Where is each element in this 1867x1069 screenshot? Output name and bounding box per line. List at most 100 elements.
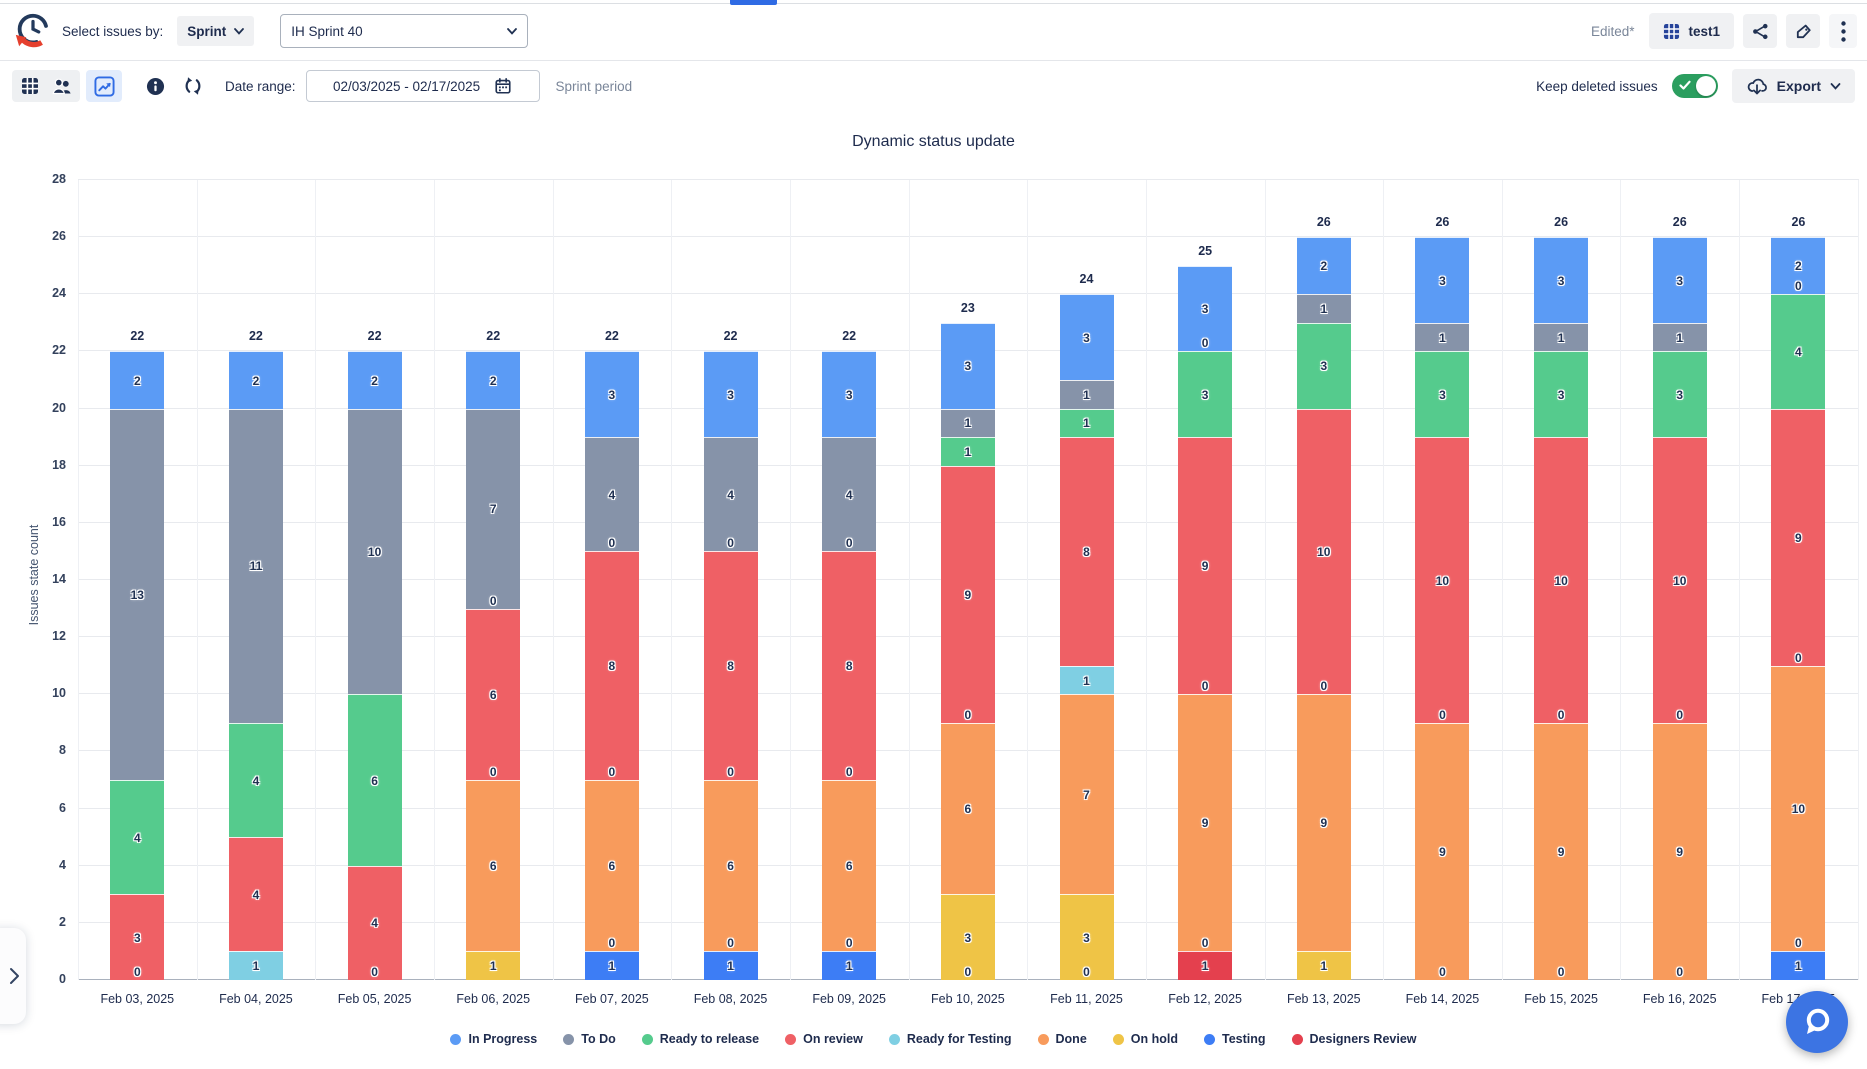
bar-segment[interactable]: 1 xyxy=(1059,380,1114,409)
bar-segment[interactable]: 8 xyxy=(584,551,639,780)
legend-item[interactable]: Ready to release xyxy=(641,1032,759,1046)
bar-segment[interactable]: 11 xyxy=(228,408,283,723)
bar-segment[interactable]: 2 xyxy=(110,351,165,409)
bar-segment[interactable]: 6 xyxy=(703,780,758,952)
bar-segment[interactable]: 8 xyxy=(1059,437,1114,666)
share-button[interactable] xyxy=(1743,14,1777,48)
bar-segment[interactable]: 3 xyxy=(110,894,165,980)
bar-segment[interactable]: 4 xyxy=(1771,294,1826,409)
issues-by-mode-dropdown[interactable]: Sprint xyxy=(177,16,255,46)
bar-segment[interactable]: 2 xyxy=(466,351,521,409)
bar-segment[interactable]: 3 xyxy=(1296,322,1351,409)
bar-segment[interactable]: 9 xyxy=(1652,722,1707,980)
bar-segment[interactable]: 3 xyxy=(1415,351,1470,438)
bar-segment[interactable]: 1 xyxy=(1652,322,1707,352)
bar-segment[interactable]: 7 xyxy=(1059,694,1114,895)
legend-item[interactable]: Ready for Testing xyxy=(888,1032,1012,1046)
bar-segment[interactable]: 7 xyxy=(466,408,521,609)
export-button[interactable]: Export xyxy=(1731,69,1855,103)
bar-segment[interactable]: 1 xyxy=(703,951,758,980)
bar-segment[interactable]: 4 xyxy=(228,837,283,952)
bar-segment[interactable]: 13 xyxy=(110,408,165,780)
bar-segment[interactable]: 1 xyxy=(1534,322,1589,352)
bar-segment[interactable]: 3 xyxy=(584,351,639,438)
bar-segment[interactable]: 1 xyxy=(1059,408,1114,438)
bar-segment[interactable]: 9 xyxy=(1771,408,1826,666)
bar-segment[interactable]: 3 xyxy=(1534,351,1589,438)
legend-item[interactable]: Designers Review xyxy=(1291,1032,1417,1046)
bar-segment[interactable]: 10 xyxy=(1296,408,1351,695)
bar-segment[interactable]: 6 xyxy=(940,722,995,895)
bar-segment[interactable]: 8 xyxy=(703,551,758,780)
bar-segment[interactable]: 3 xyxy=(822,351,877,438)
bar-segment[interactable]: 6 xyxy=(466,608,521,780)
bar-segment[interactable]: 3 xyxy=(1178,265,1233,352)
bar-segment[interactable]: 9 xyxy=(1178,694,1233,952)
bar-segment[interactable]: 9 xyxy=(1296,694,1351,952)
bar-segment[interactable]: 6 xyxy=(347,694,402,866)
bar-segment[interactable]: 2 xyxy=(1296,237,1351,295)
bar-segment[interactable]: 9 xyxy=(1415,722,1470,980)
bar-segment[interactable]: 6 xyxy=(584,780,639,952)
bar-segment[interactable]: 3 xyxy=(1652,237,1707,323)
bar-segment[interactable]: 1 xyxy=(1178,951,1233,980)
legend-item[interactable]: Testing xyxy=(1203,1032,1266,1046)
bar-segment[interactable]: 10 xyxy=(1415,437,1470,723)
bar-segment[interactable]: 4 xyxy=(228,722,283,838)
bar-segment[interactable]: 4 xyxy=(822,437,877,552)
bar-segment[interactable]: 1 xyxy=(940,437,995,466)
bar-segment[interactable]: 6 xyxy=(466,780,521,952)
bar-segment[interactable]: 6 xyxy=(822,780,877,952)
keep-deleted-toggle[interactable] xyxy=(1671,74,1718,98)
side-panel-toggle[interactable] xyxy=(0,928,26,1024)
bar-segment[interactable]: 4 xyxy=(347,865,402,980)
bar-segment[interactable]: 1 xyxy=(466,951,521,980)
bar-segment[interactable]: 10 xyxy=(347,408,402,695)
bar-segment[interactable]: 9 xyxy=(1178,437,1233,695)
bar-segment[interactable]: 1 xyxy=(1771,951,1826,980)
bar-segment[interactable]: 8 xyxy=(822,551,877,780)
legend-item[interactable]: On review xyxy=(785,1032,863,1046)
bar-segment[interactable]: 3 xyxy=(703,351,758,438)
bar-segment[interactable]: 10 xyxy=(1652,437,1707,723)
bar-segment[interactable]: 1 xyxy=(822,951,877,980)
sprint-dropdown[interactable]: IH Sprint 40 xyxy=(280,14,529,48)
chart-view-button[interactable] xyxy=(86,70,122,102)
bar-segment[interactable]: 3 xyxy=(1652,351,1707,438)
bar-segment[interactable]: 2 xyxy=(1771,237,1826,295)
bar-segment[interactable]: 1 xyxy=(1059,665,1114,695)
bar-segment[interactable]: 1 xyxy=(1415,322,1470,352)
bar-segment[interactable]: 1 xyxy=(940,408,995,438)
bar-segment[interactable]: 1 xyxy=(1296,951,1351,980)
bar-segment[interactable]: 4 xyxy=(584,437,639,552)
label-button[interactable] xyxy=(1786,14,1820,48)
bar-segment[interactable]: 3 xyxy=(940,894,995,980)
bar-segment[interactable]: 1 xyxy=(228,951,283,980)
bar-segment[interactable]: 1 xyxy=(584,951,639,980)
search-fab-button[interactable] xyxy=(1786,991,1848,1053)
bar-segment[interactable]: 4 xyxy=(703,437,758,552)
bar-segment[interactable]: 3 xyxy=(1059,894,1114,980)
bar-segment[interactable]: 2 xyxy=(347,351,402,409)
bar-segment[interactable]: 1 xyxy=(1296,294,1351,323)
legend-item[interactable]: To Do xyxy=(563,1032,616,1046)
info-button[interactable] xyxy=(146,77,165,96)
table-view-button[interactable] xyxy=(14,70,46,102)
legend-item[interactable]: On hold xyxy=(1112,1032,1178,1046)
bar-segment[interactable]: 3 xyxy=(940,322,995,409)
bar-segment[interactable]: 9 xyxy=(1534,722,1589,980)
bar-segment[interactable]: 9 xyxy=(940,465,995,723)
bar-segment[interactable]: 10 xyxy=(1771,665,1826,952)
bar-segment[interactable]: 10 xyxy=(1534,437,1589,723)
bar-segment[interactable]: 2 xyxy=(228,351,283,409)
bar-segment[interactable]: 4 xyxy=(110,780,165,895)
legend-item[interactable]: In Progress xyxy=(450,1032,537,1046)
bar-segment[interactable]: 3 xyxy=(1415,237,1470,323)
people-view-button[interactable] xyxy=(46,70,78,102)
more-actions-button[interactable] xyxy=(1829,14,1857,48)
report-selector-button[interactable]: test1 xyxy=(1649,13,1734,49)
date-range-input[interactable]: 02/03/2025 - 02/17/2025 xyxy=(305,70,540,102)
bar-segment[interactable]: 3 xyxy=(1534,237,1589,323)
legend-item[interactable]: Done xyxy=(1037,1032,1087,1046)
refresh-button[interactable] xyxy=(183,76,203,96)
